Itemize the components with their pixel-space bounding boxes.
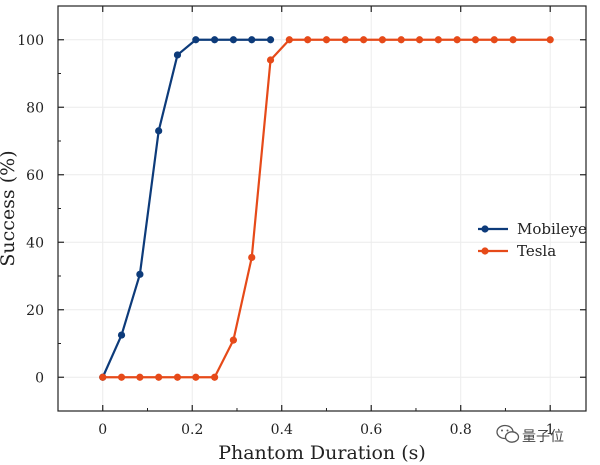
watermark: 量子位 xyxy=(496,424,564,445)
data-point-tesla-18 xyxy=(434,36,442,44)
data-point-tesla-9 xyxy=(266,56,275,64)
data-point-mobileye-8 xyxy=(248,36,256,44)
data-point-mobileye-5 xyxy=(192,36,200,44)
legend-marker-dot-tesla xyxy=(481,247,489,255)
grid xyxy=(58,6,586,411)
data-point-tesla-20 xyxy=(471,36,480,44)
data-point-tesla-2 xyxy=(136,373,144,381)
x-axis-title: Phantom Duration (s) xyxy=(218,442,426,464)
data-point-mobileye-7 xyxy=(229,36,238,44)
x-tick-label-3: 0.6 xyxy=(360,422,382,438)
plot-frame xyxy=(57,5,587,412)
watermark-text: 量子位 xyxy=(522,429,564,445)
data-point-mobileye-1 xyxy=(117,331,126,339)
data-point-tesla-3 xyxy=(155,373,163,381)
data-point-tesla-12 xyxy=(322,36,331,44)
x-tick-label-5: 1 xyxy=(546,422,555,438)
series-line-mobileye xyxy=(101,38,271,378)
x-tick-label-1: 0.2 xyxy=(181,422,203,438)
data-point-tesla-23 xyxy=(546,36,554,44)
data-point-tesla-11 xyxy=(304,36,312,44)
legend-label-tesla: Tesla xyxy=(517,242,556,260)
data-point-mobileye-6 xyxy=(211,36,219,44)
y-tick-label-2: 40 xyxy=(26,235,44,251)
series-mobileye xyxy=(99,36,275,381)
x-tick-label-0: 0 xyxy=(98,422,107,438)
wechat-icon xyxy=(496,424,520,443)
data-point-mobileye-2 xyxy=(136,270,144,278)
data-point-tesla-22 xyxy=(509,36,517,44)
data-point-tesla-21 xyxy=(490,36,498,44)
y-tick-label-0: 0 xyxy=(35,370,44,386)
x-tick-label-2: 0.4 xyxy=(271,422,293,438)
data-point-tesla-16 xyxy=(397,36,405,44)
y-tick-label-4: 80 xyxy=(26,100,44,116)
data-point-tesla-17 xyxy=(415,36,424,44)
data-point-tesla-7 xyxy=(229,336,238,344)
data-point-tesla-1 xyxy=(117,373,126,381)
data-point-tesla-14 xyxy=(360,36,368,44)
data-point-tesla-10 xyxy=(285,36,293,44)
series-line-tesla xyxy=(102,38,551,379)
y-tick-label-5: 100 xyxy=(17,33,44,49)
legend-marker-dot-mobileye xyxy=(481,225,489,233)
data-point-tesla-8 xyxy=(248,253,256,262)
data-point-tesla-13 xyxy=(341,36,349,44)
data-point-mobileye-3 xyxy=(155,127,163,135)
series-layer xyxy=(99,36,554,381)
data-point-mobileye-4 xyxy=(173,51,182,59)
y-tick-label-1: 20 xyxy=(26,303,44,319)
legend-label-mobileye: Mobileye xyxy=(517,220,587,238)
data-point-tesla-0 xyxy=(99,373,107,381)
series-tesla xyxy=(99,36,554,381)
legend: Mobileye Tesla xyxy=(478,220,587,260)
data-point-tesla-15 xyxy=(378,36,387,44)
data-point-tesla-19 xyxy=(453,36,461,44)
x-tick-label-4: 0.8 xyxy=(450,422,472,438)
data-point-tesla-5 xyxy=(192,373,200,381)
data-point-tesla-4 xyxy=(173,373,182,381)
y-axis-title: Success (%) xyxy=(0,150,19,266)
data-point-mobileye-9 xyxy=(266,36,275,44)
axis-ticks: 0 0.2 0.4 0.6 0.8 1 0 20 40 60 80 100 xyxy=(17,6,586,438)
y-tick-label-3: 60 xyxy=(26,168,44,184)
data-point-tesla-6 xyxy=(211,373,219,381)
